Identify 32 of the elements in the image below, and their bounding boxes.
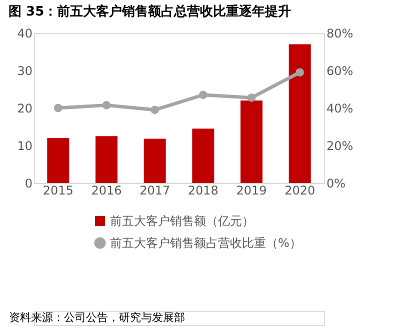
x-tick-label: 2015 xyxy=(42,184,74,198)
bar xyxy=(144,138,166,183)
chart-title: 图 35：前五大客户销售额占总营收比重逐年提升 xyxy=(8,4,292,20)
point xyxy=(296,68,304,77)
bar xyxy=(47,138,70,183)
y2-tick-label: 80% xyxy=(326,26,354,40)
point xyxy=(198,90,208,100)
y-tick-label: 20 xyxy=(17,102,32,116)
y2-tick-label: 60% xyxy=(326,64,354,78)
bar xyxy=(192,128,214,183)
point xyxy=(150,106,160,114)
y-tick-label: 30 xyxy=(17,64,32,78)
x-tick-label: 2016 xyxy=(91,184,122,198)
text: 资料来源：公司公告，研究与发展部 xyxy=(9,311,185,324)
y-tick-label: 10 xyxy=(17,139,32,153)
bar xyxy=(240,100,262,183)
bar xyxy=(96,136,118,183)
y2-tick-label: 20% xyxy=(326,139,354,153)
legend-label: 前五大客户销售额（亿元） xyxy=(110,214,254,228)
point xyxy=(247,94,256,102)
bar xyxy=(288,44,311,183)
x-tick-label: 2019 xyxy=(236,184,267,198)
legend-label: 前五大客户销售额占营收比重（%） xyxy=(110,236,302,250)
x-tick-label: 2018 xyxy=(188,184,218,198)
point xyxy=(102,101,111,110)
x-tick-label: 2020 xyxy=(284,184,316,198)
x-tick-label: 2017 xyxy=(140,184,170,198)
y-tick-label: 0 xyxy=(24,176,32,190)
y-tick-label: 40 xyxy=(17,26,32,40)
y2-tick-label: 0% xyxy=(326,176,346,190)
point xyxy=(54,104,62,112)
y2-tick-label: 40% xyxy=(326,102,354,116)
